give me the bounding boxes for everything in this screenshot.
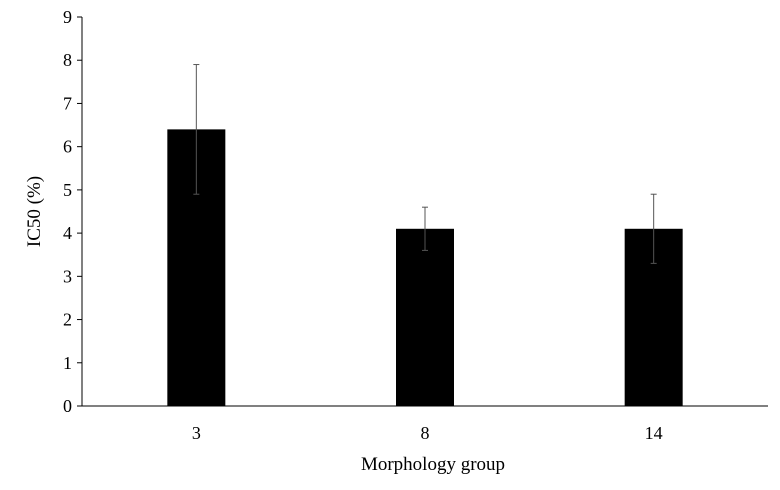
x-tick-label: 14 bbox=[645, 423, 663, 443]
y-tick-label: 2 bbox=[63, 310, 72, 330]
x-tick-labels: 3 8 14 bbox=[192, 423, 663, 443]
bars-layer bbox=[167, 129, 683, 406]
error-bars-layer bbox=[193, 64, 657, 264]
y-tick-label: 3 bbox=[63, 266, 72, 286]
y-tick-label: 6 bbox=[63, 137, 72, 157]
y-tick-label: 7 bbox=[63, 93, 72, 113]
x-axis-title: Morphology group bbox=[361, 454, 505, 475]
y-axis-title: IC50 (%) bbox=[24, 176, 45, 247]
axes-layer bbox=[81, 17, 768, 407]
y-tick-label: 9 bbox=[63, 7, 72, 27]
y-tick-label: 8 bbox=[63, 50, 72, 70]
y-tick-label: 5 bbox=[63, 180, 72, 200]
y-tick-label: 1 bbox=[63, 353, 72, 373]
y-tick-label: 4 bbox=[63, 223, 72, 243]
x-tick-label: 8 bbox=[421, 423, 430, 443]
y-tick-labels: 0 1 2 3 4 5 6 7 8 9 bbox=[63, 7, 82, 416]
x-tick-label: 3 bbox=[192, 423, 201, 443]
y-tick-label: 0 bbox=[63, 396, 72, 416]
bar bbox=[396, 228, 454, 406]
